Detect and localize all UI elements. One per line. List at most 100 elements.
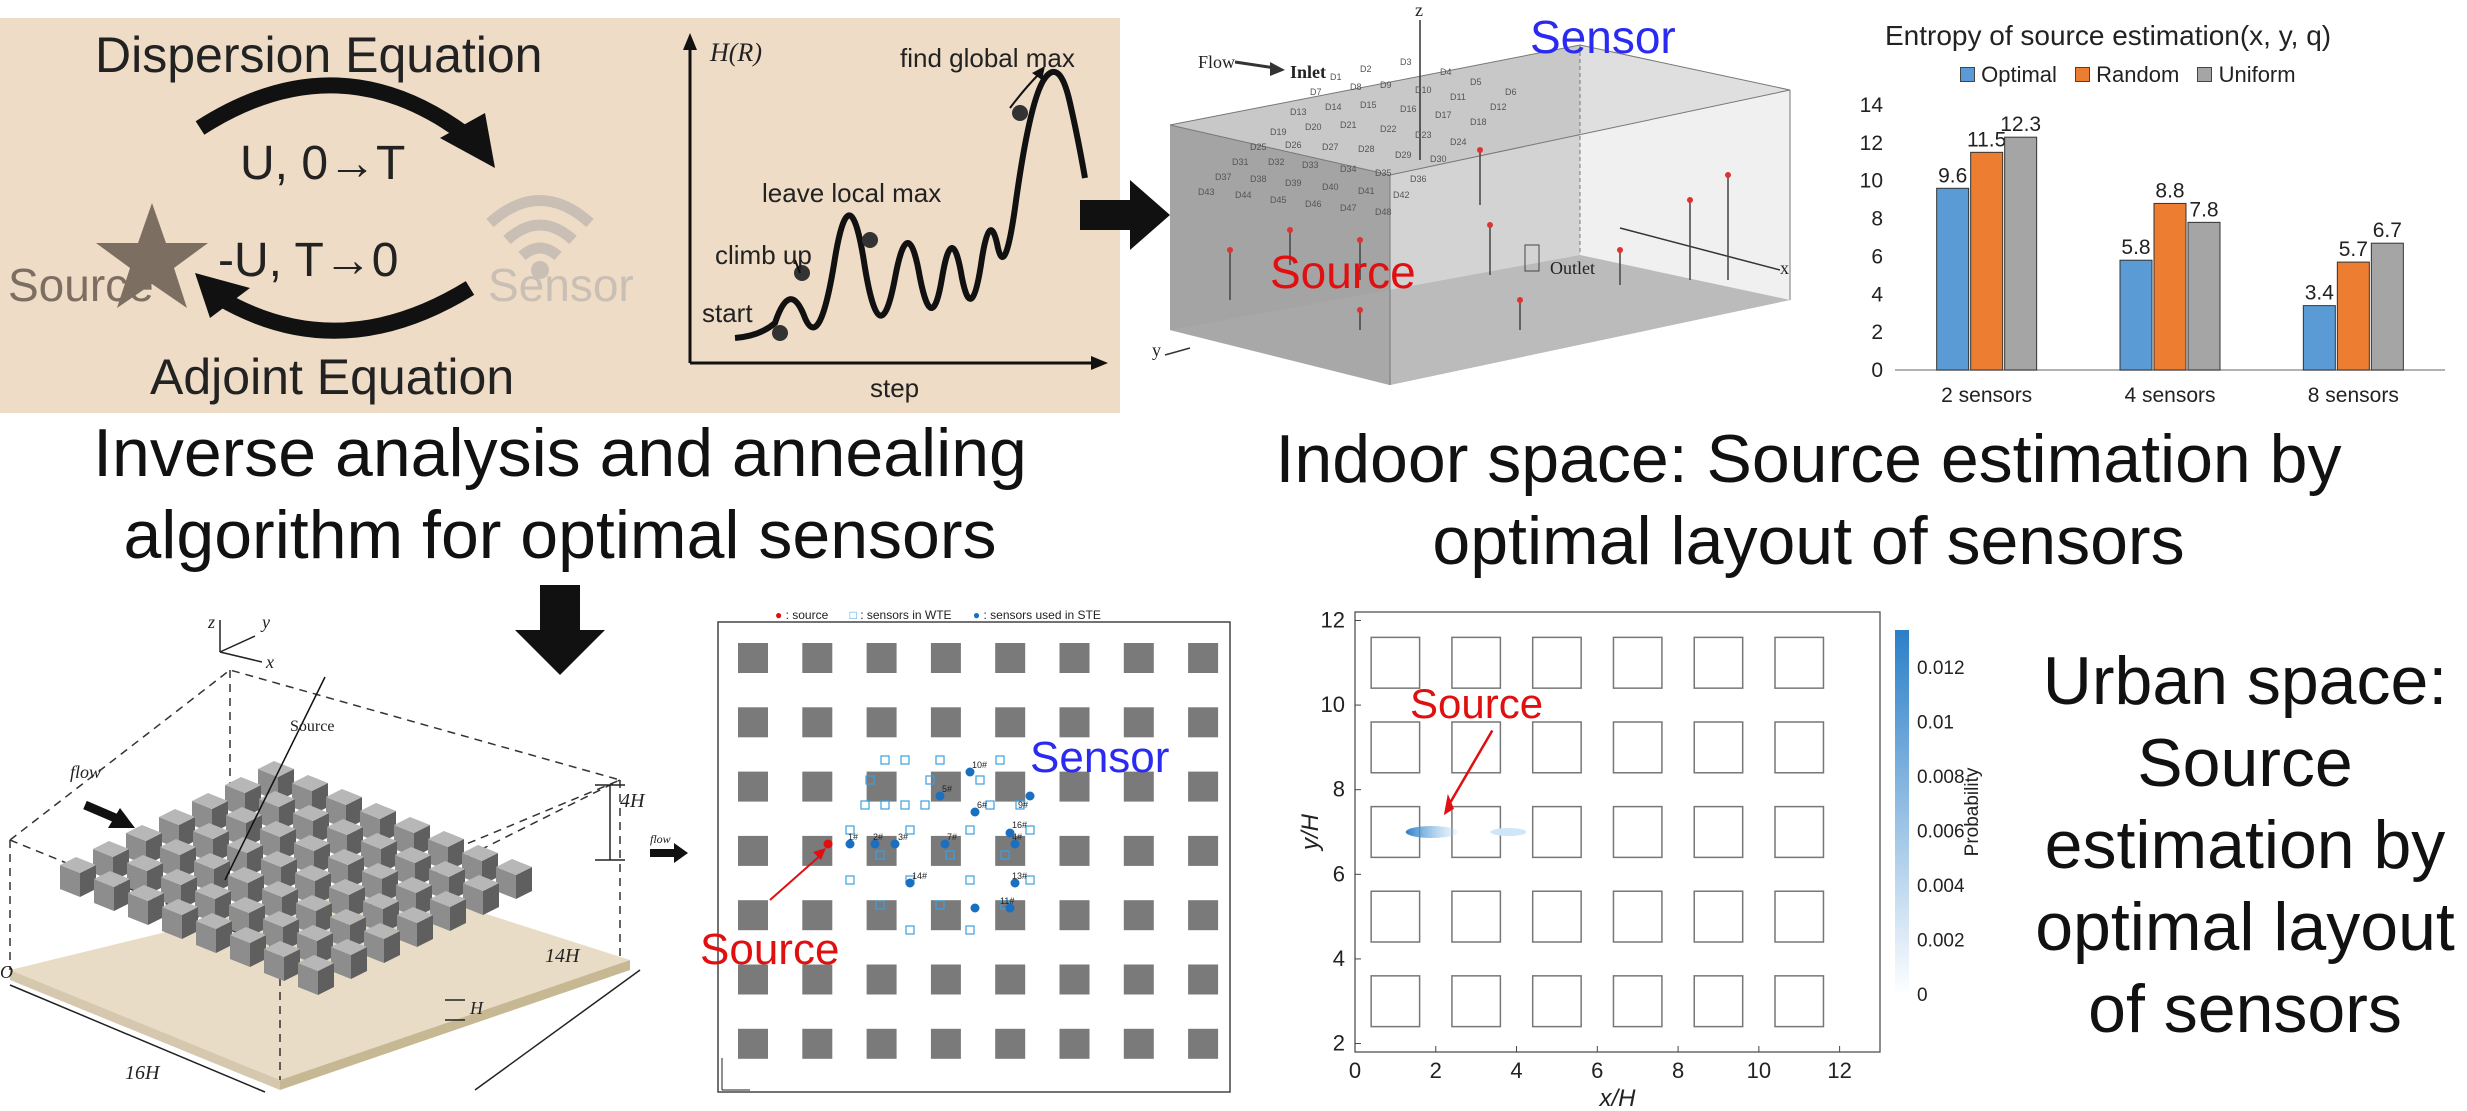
urban-block-side [114,879,130,911]
urban-block-side [245,785,261,817]
urban-block-top [162,899,198,915]
urban-block-top [194,853,230,869]
sensor-id-label: 16# [1012,820,1027,830]
svg-text:D17: D17 [1435,110,1452,120]
urban-block-top [428,831,464,847]
svg-text:D5: D5 [1470,77,1482,87]
urban-block-front [331,947,351,979]
urban-block-top [126,825,162,841]
plan-building [1059,900,1090,931]
urban-block-side [417,915,433,947]
ste-sensor [1010,878,1020,888]
wte-sensor [860,800,870,810]
urban-block-side [482,853,498,885]
ste-sensor [1025,791,1035,801]
plan-building [1188,835,1219,866]
urban-block-front [94,879,114,911]
urban-block-side [213,831,229,863]
y-tick-label: 2 [1871,321,1883,344]
y-tick-label: 6 [1333,861,1345,886]
urban-block-side [346,797,362,829]
svg-text:D11: D11 [1450,92,1466,102]
probmap-building [1774,975,1825,1028]
probmap-building [1531,721,1582,774]
x-category-label: 4 sensors [2124,384,2215,407]
ste-sensor [1005,828,1015,838]
indoor-axis-z: z [1415,0,1423,20]
urban-block-top [364,923,400,939]
ste-sensor [940,839,950,849]
svg-text:D37: D37 [1215,172,1232,182]
bar-optimal [1936,187,1970,371]
plan-building [1123,900,1154,931]
urban-block-side [380,811,396,843]
ste-sensor [870,839,880,849]
probmap-building [1774,890,1825,943]
plan-sensor-label: Sensor [1030,733,1170,782]
caption-urban-line-5: of sensors [2088,971,2402,1047]
wte-sensor [845,875,855,885]
urban-block-top [326,789,362,805]
probmap-building [1531,636,1582,689]
legend-label-uniform: Uniform [2218,62,2296,87]
urban-block-side [351,947,367,979]
wte-sensor [905,925,915,935]
ste-sensor [890,839,900,849]
svg-text:D20: D20 [1305,122,1322,132]
source-marker [823,839,833,849]
plan-building [1188,707,1219,738]
annotation-global-max: find global max [900,43,1075,73]
probmap-building [1612,975,1663,1028]
wte-sensor [975,775,985,785]
svg-text:D46: D46 [1305,199,1322,209]
chart-title: Entropy of source estimation(x, y, q) [1885,20,2332,51]
plan-building [802,707,833,738]
urban-block-side [182,907,198,939]
plan-building [802,900,833,931]
step-axis-label: step [870,373,920,403]
y-tick-label: 12 [1321,607,1345,632]
probmap-building [1774,721,1825,774]
svg-text:D24: D24 [1450,137,1467,147]
dispersion-adjoint-panel: Dispersion Equation U, 0→T -U, T→0 Sourc… [0,18,680,413]
plan-building [1123,964,1154,995]
urban-block-top [192,793,228,809]
urban3d-source-label: Source [290,718,335,735]
plan-building [995,643,1026,673]
urban-block-side [347,827,363,859]
y-tick-label: 10 [1321,692,1345,717]
urban-block-side [246,815,262,847]
urban-block-front [264,949,284,981]
plan-legend: ● : source □ : sensors in WTE ● : sensor… [775,608,1101,622]
plan-building [1059,964,1090,995]
urban-block-front [298,963,318,995]
urban-block-side [148,893,164,925]
bar-uniform [2370,242,2404,371]
urban3d-length-label: 16H [125,1062,160,1084]
svg-text:D40: D40 [1322,182,1339,192]
y-tick-label: 2 [1333,1031,1345,1056]
probability-map-panel: 0 2 4 6 8 10 12 2 4 6 8 10 12 x/H y/H 0.012 0.01 0.008 0.0… [1290,600,1990,1111]
plan-building [866,643,897,673]
dispersion-adjoint-graphic [96,77,594,339]
x-tick-label: 8 [1672,1058,1684,1083]
urban3d-height-label: 4H [620,790,645,812]
colorbar [1895,630,1909,995]
source-pointer [1446,729,1494,808]
plan-building [1123,643,1154,673]
urban-block-top [195,883,231,899]
probmap-building [1451,975,1502,1028]
svg-text:D32: D32 [1268,157,1285,167]
urban-block-top [463,875,499,891]
probmap-building [1612,721,1663,774]
wte-sensor [1025,825,1035,835]
plan-building [1188,771,1219,802]
svg-text:D18: D18 [1470,117,1487,127]
urban-block-side [280,829,296,861]
probmap-building [1693,890,1744,943]
caption-line-1: Inverse analysis and annealing [93,415,1027,491]
probmap-building [1612,805,1663,859]
bar-data-label: 6.7 [2373,219,2402,242]
urban-block-top [263,911,299,927]
